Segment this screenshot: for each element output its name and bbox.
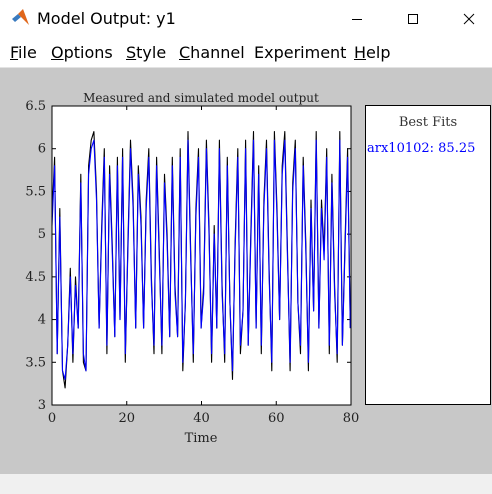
status-strip (0, 474, 492, 494)
fit-entry-arx10102[interactable]: arx10102: 85.25 (367, 141, 476, 156)
x-tick-label: 0 (48, 411, 56, 426)
plot-lines (51, 131, 351, 389)
y-tick-label: 6 (38, 142, 46, 157)
menu-mnemonic: H (354, 43, 367, 62)
close-button[interactable] (442, 0, 492, 38)
window-title: Model Output: y1 (37, 9, 176, 28)
minimize-button[interactable] (330, 0, 384, 38)
best-fits-panel: Best Fits arx10102: 85.25 (365, 105, 491, 405)
menu-mnemonic: F (10, 43, 19, 62)
menu-channel[interactable]: Channel (179, 43, 245, 62)
output-plot: 3 3.5 4 4.5 5 5.5 6 6.5 0 20 40 60 80 Measured and s… (25, 91, 359, 446)
chart-title: Measured and simulated model output (83, 91, 319, 105)
y-tick-label: 5 (38, 227, 46, 242)
y-tick-label: 4.5 (25, 270, 46, 285)
simulated-output-line (51, 139, 351, 380)
menu-label: elp (366, 43, 391, 62)
x-tick-label: 60 (268, 411, 285, 426)
matlab-app-icon (12, 9, 29, 25)
plot-area (52, 106, 351, 405)
title-bar: Model Output: y1 (0, 0, 492, 38)
axes-box (51, 105, 352, 406)
x-axis-label: Time (185, 431, 218, 446)
y-tick-label: 3 (38, 398, 46, 413)
maximize-icon (408, 14, 418, 24)
y-tick-label: 6.5 (25, 99, 46, 114)
menu-label: Experiment (254, 43, 347, 62)
y-tick-label: 3.5 (25, 355, 46, 370)
menu-bar: File Options Style Channel Experiment He… (0, 38, 492, 68)
x-tick-label: 20 (118, 411, 135, 426)
menu-mnemonic: O (51, 43, 64, 62)
menu-file[interactable]: File (10, 43, 37, 62)
close-icon (463, 13, 475, 25)
menu-style[interactable]: Style (126, 43, 166, 62)
axis-ticks: 3 3.5 4 4.5 5 5.5 6 6.5 0 20 40 60 80 (25, 99, 359, 426)
maximize-button[interactable] (386, 0, 440, 38)
minimize-icon (352, 19, 362, 20)
figure-area: 3 3.5 4 4.5 5 5.5 6 6.5 0 20 40 60 80 Measured and s… (0, 68, 492, 474)
y-tick-label: 4 (38, 313, 46, 328)
x-tick-label: 80 (343, 411, 360, 426)
menu-label: hannel (190, 43, 245, 62)
menu-label: ptions (63, 43, 113, 62)
menu-mnemonic: C (179, 43, 191, 62)
menu-options[interactable]: Options (51, 43, 113, 62)
y-tick-label: 5.5 (25, 184, 46, 199)
menu-label: ile (18, 43, 37, 62)
menu-experiment[interactable]: Experiment (254, 43, 346, 62)
menu-label: tyle (136, 43, 167, 62)
menu-mnemonic: S (126, 43, 137, 62)
x-tick-label: 40 (193, 411, 210, 426)
best-fits-title: Best Fits (398, 115, 458, 130)
menu-help[interactable]: Help (354, 43, 390, 62)
